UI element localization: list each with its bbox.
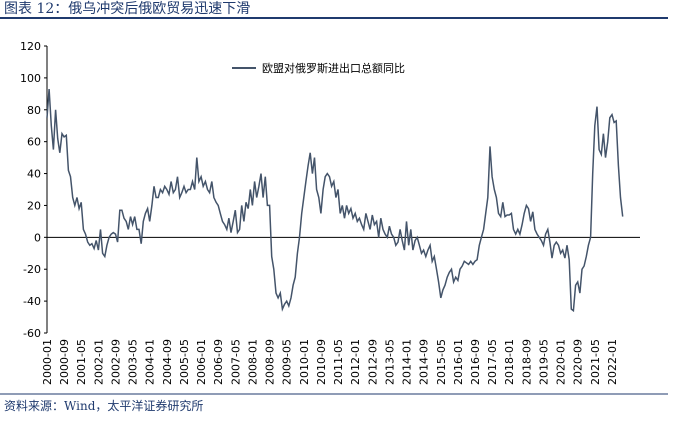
- x-tick-label: 2012-01: [349, 339, 362, 385]
- x-tick-label: 2020-09: [572, 339, 585, 385]
- x-tick-label: 2008-01: [246, 339, 259, 385]
- y-tick-label: -60: [23, 327, 41, 340]
- x-tick-label: 2002-01: [92, 339, 105, 385]
- x-tick-label: 2013-05: [383, 339, 396, 385]
- y-tick-label: 80: [27, 104, 41, 117]
- y-tick-label: 100: [20, 72, 41, 85]
- x-tick-label: 2014-01: [401, 339, 414, 385]
- x-tick-label: 2016-01: [452, 339, 465, 385]
- line-series: [46, 89, 624, 313]
- x-tick-label: 2018-09: [520, 339, 533, 385]
- x-tick-label: 2022-01: [606, 339, 619, 385]
- y-tick-label: -20: [23, 263, 41, 276]
- x-tick-label: 2010-01: [298, 339, 311, 385]
- y-tick-label: -40: [23, 295, 41, 308]
- x-tick-label: 2010-09: [315, 339, 328, 385]
- x-tick-label: 2016-09: [469, 339, 482, 385]
- x-tick-label: 2006-09: [212, 339, 225, 385]
- x-tick-label: 2004-01: [144, 339, 157, 385]
- y-tick-label: 40: [27, 168, 41, 181]
- y-tick-label: 20: [27, 199, 41, 212]
- x-tick-label: 2020-01: [555, 339, 568, 385]
- x-tick-label: 2002-09: [109, 339, 122, 385]
- y-tick-label: 0: [34, 231, 41, 244]
- x-tick-label: 2000-09: [58, 339, 71, 385]
- x-tick-label: 2000-01: [41, 339, 54, 385]
- x-tick-label: 2012-09: [366, 339, 379, 385]
- x-tick-label: 2009-05: [281, 339, 294, 385]
- x-tick-label: 2015-05: [435, 339, 448, 385]
- y-tick-label: 120: [20, 40, 41, 53]
- x-tick-label: 2018-01: [503, 339, 516, 385]
- x-tick-label: 2014-09: [418, 339, 431, 385]
- x-tick-label: 2001-05: [75, 339, 88, 385]
- y-tick-label: 60: [27, 136, 41, 149]
- x-tick-label: 2017-05: [486, 339, 499, 385]
- x-tick-label: 2019-05: [537, 339, 550, 385]
- x-tick-label: 2003-05: [127, 339, 140, 385]
- legend-label: 欧盟对俄罗斯进出口总额同比: [262, 61, 405, 75]
- x-tick-label: 2005-05: [178, 339, 191, 385]
- x-tick-label: 2007-05: [229, 339, 242, 385]
- chart-title: 图表 12：俄乌冲突后俄欧贸易迅速下滑: [4, 0, 250, 17]
- x-tick-label: 2021-05: [589, 339, 602, 385]
- x-tick-label: 2011-05: [332, 339, 345, 385]
- x-tick-label: 2004-09: [161, 339, 174, 385]
- x-tick-label: 2006-01: [195, 339, 208, 385]
- source: 资料来源：Wind，太平洋证券研究所: [4, 398, 203, 413]
- x-tick-label: 2008-09: [264, 339, 277, 385]
